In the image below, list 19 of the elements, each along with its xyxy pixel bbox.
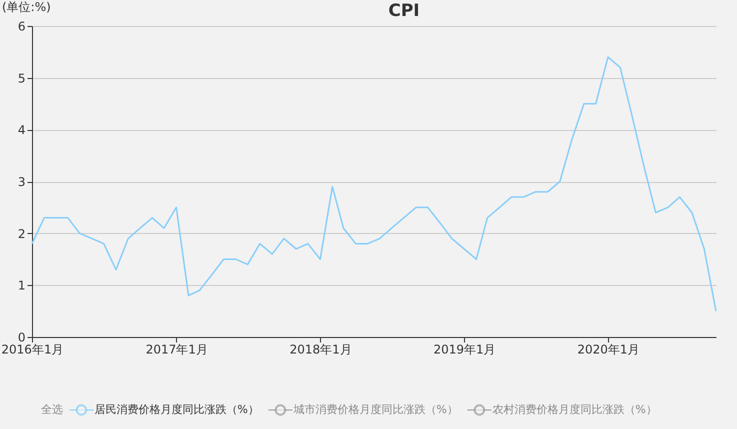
legend-label: 城市消费价格月度同比涨跌（%）	[292, 403, 458, 416]
chart-title: CPI	[388, 1, 420, 21]
y-tick-label: 6	[18, 20, 26, 34]
text: 全选	[41, 403, 63, 416]
x-tick-label: 2020年1月	[577, 342, 640, 356]
x-tick-label: 2018年1月	[290, 342, 352, 356]
x-tick-label: 2016年1月	[1, 342, 64, 356]
legend-label: 农村消费价格月度同比涨跌（%）	[492, 403, 657, 416]
y-tick-label: 3	[18, 175, 26, 189]
y-tick-label: 0	[18, 330, 26, 344]
y-tick-label: 1	[18, 278, 26, 293]
line-series	[31, 56, 717, 312]
x-tick-label: 2017年1月	[146, 342, 208, 356]
legend-label: 居民消费价格月度同比涨跌（%）	[94, 403, 259, 416]
y-tick-label: 2	[18, 226, 26, 241]
y-tick-label: 5	[18, 71, 26, 86]
y-tick-label: 4	[18, 123, 26, 138]
x-tick-label: 2019年1月	[433, 342, 496, 356]
y-axis-title: (单位:%)	[2, 0, 51, 14]
